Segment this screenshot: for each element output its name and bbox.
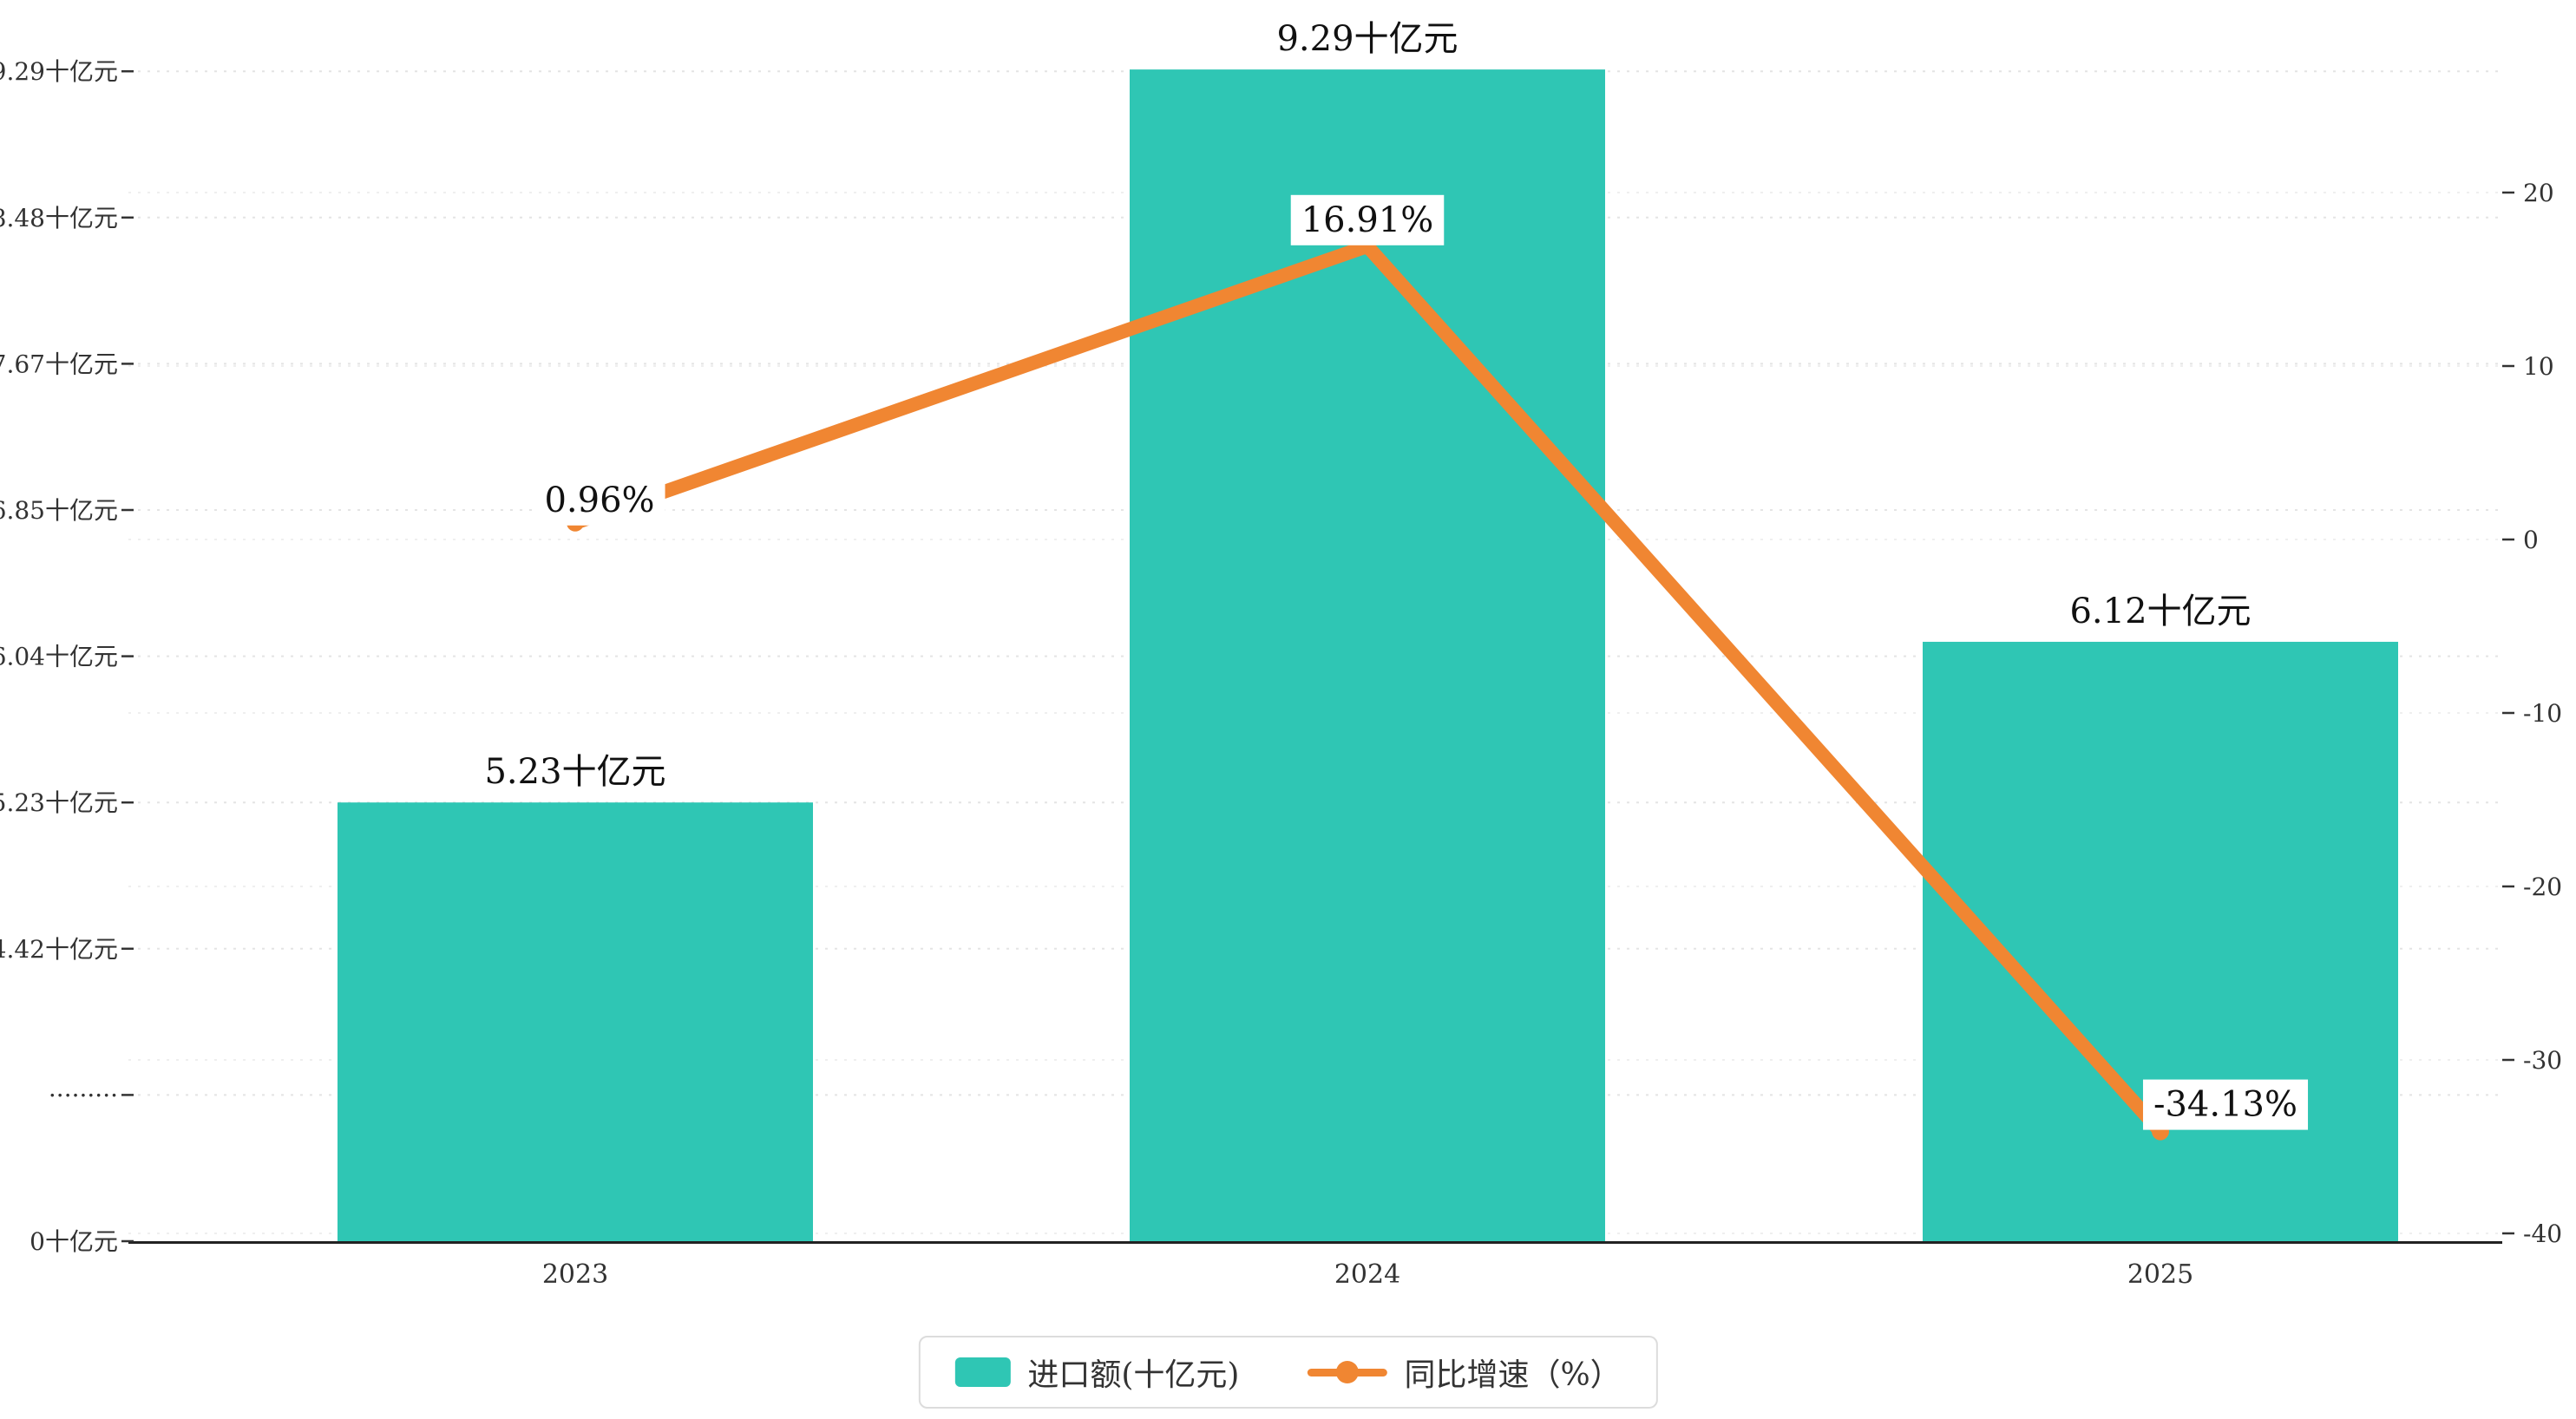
growth-value-label-2024-bg <box>1290 194 1445 245</box>
legend-item-imports[interactable]: 进口额(十亿元) <box>954 1350 1239 1395</box>
y-right-label: -40 <box>2523 1220 2562 1248</box>
import-bar-2024[interactable] <box>1130 69 1605 1241</box>
x-axis-label-2024: 2024 <box>1334 1259 1400 1290</box>
legend-line-marker <box>1307 1361 1387 1383</box>
growth-value-label-2023-bg <box>534 474 665 526</box>
bar-value-label-2025-bg <box>2059 585 2262 637</box>
import-bar-2023[interactable] <box>338 802 813 1241</box>
y-left-label: 9.29十亿元 <box>0 57 118 86</box>
legend-bar-label: 进口额(十亿元) <box>1027 1357 1240 1393</box>
growth-value-label-2023: 0.96% <box>544 481 654 520</box>
x-axis-label-2025: 2025 <box>2127 1259 2193 1290</box>
y-left-label: 0十亿元 <box>29 1227 118 1256</box>
y-right-label: 0 <box>2523 526 2539 554</box>
legend: 进口额(十亿元) 同比增速（%） <box>918 1336 1658 1409</box>
growth-value-label-2025-bg <box>2142 1079 2309 1130</box>
y-right-label: 20 <box>2523 179 2554 207</box>
y-left-label: 6.04十亿元 <box>0 643 118 671</box>
growth-value-label-2024: 16.91% <box>1301 200 1434 240</box>
y-left-label: 6.85十亿元 <box>0 496 118 525</box>
x-axis-label-2023: 2023 <box>542 1259 608 1290</box>
y-left-label: 7.67十亿元 <box>0 350 118 378</box>
y-left-label: 5.23十亿元 <box>0 788 118 817</box>
legend-item-growth[interactable]: 同比增速（%） <box>1307 1350 1622 1395</box>
y-left-label: 8.48十亿元 <box>0 204 118 232</box>
y-left-label: 4.42十亿元 <box>0 935 118 964</box>
legend-line-dot <box>1335 1361 1359 1383</box>
bar-value-label-2024: 9.29十亿元 <box>1276 19 1458 59</box>
y-right-label: -30 <box>2523 1046 2562 1075</box>
bar-value-label-2024-bg <box>1266 14 1469 65</box>
bar-value-label-2023-bg <box>474 747 677 798</box>
bar-value-label-2025: 6.12十亿元 <box>2069 592 2251 631</box>
y-left-label: ········· <box>49 1081 118 1109</box>
legend-line-label: 同比增速（%） <box>1404 1357 1622 1393</box>
import-bar-2025[interactable] <box>1923 641 2398 1241</box>
y-right-label: -20 <box>2523 873 2562 901</box>
growth-value-label-2025: -34.13% <box>2153 1085 2297 1125</box>
y-right-label: -10 <box>2523 699 2562 728</box>
bar-value-label-2023: 5.23十亿元 <box>484 752 665 792</box>
legend-bar-swatch <box>954 1357 1011 1387</box>
y-right-label: 10 <box>2523 352 2554 381</box>
